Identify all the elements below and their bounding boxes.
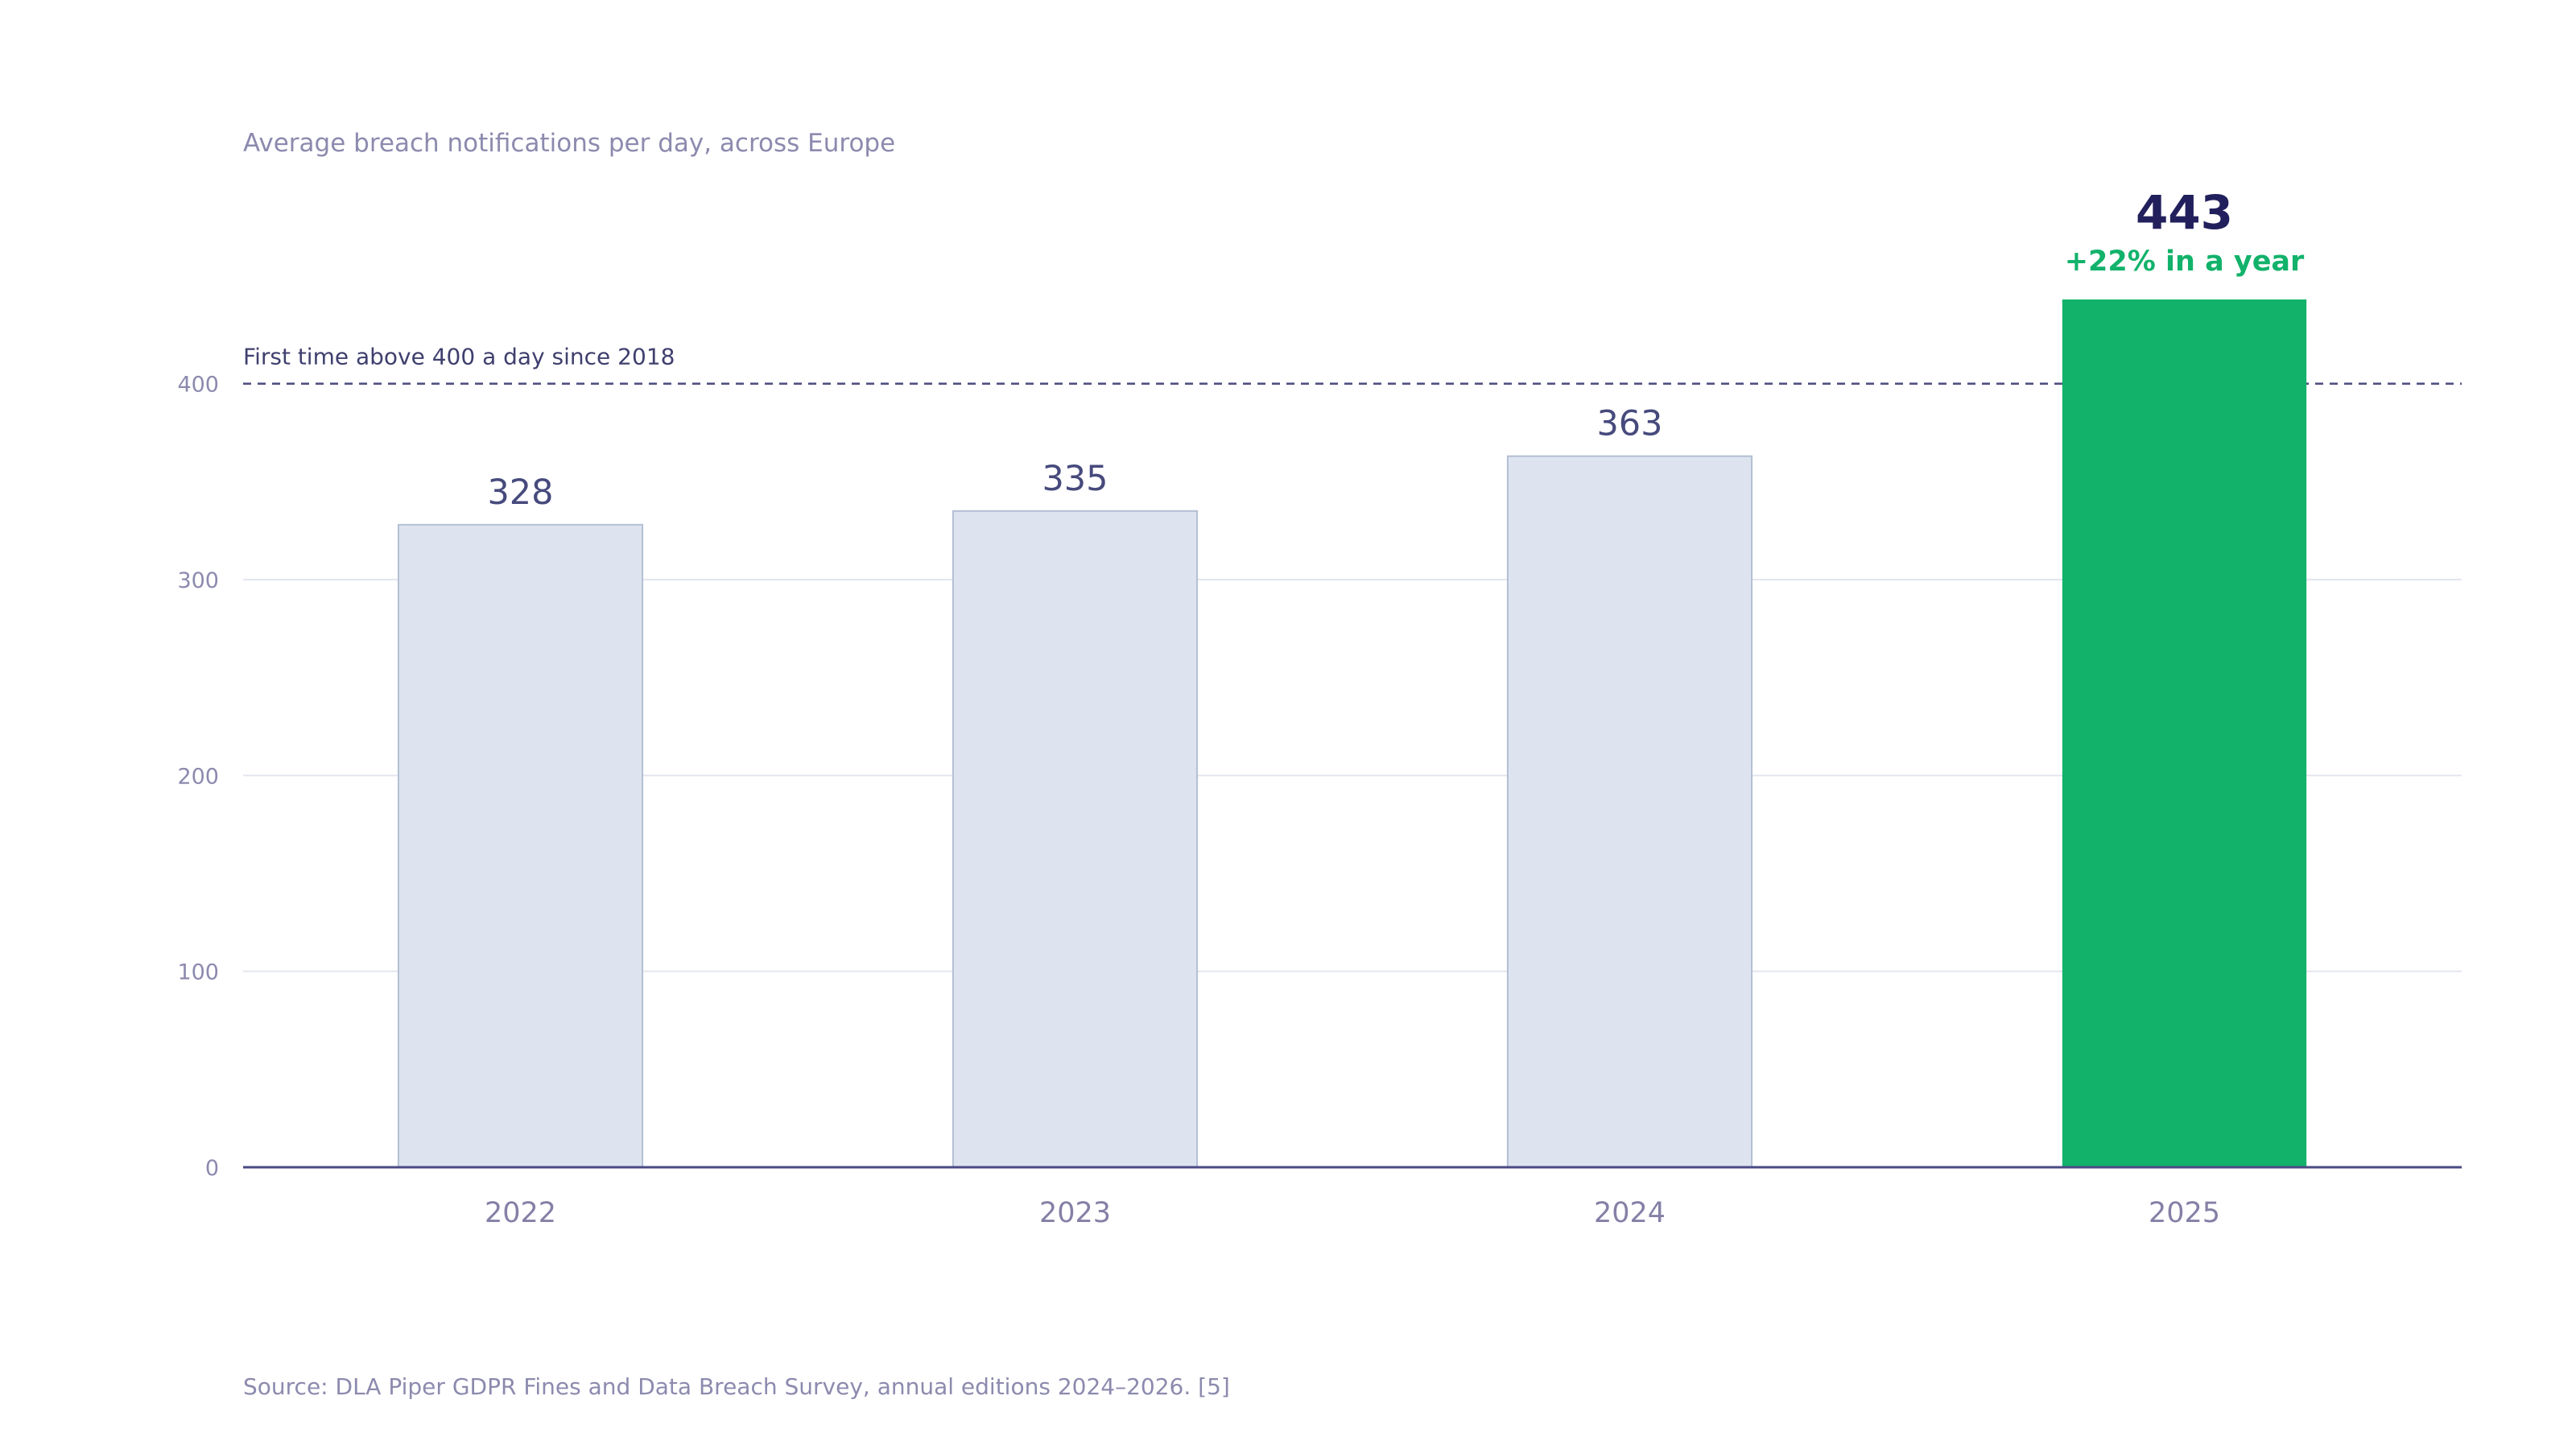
x-tick-label: 2023 bbox=[1039, 1197, 1111, 1229]
bar-value-label: 363 bbox=[1596, 404, 1662, 444]
y-tick-label: 400 bbox=[177, 373, 219, 398]
x-tick-label: 2025 bbox=[2149, 1197, 2220, 1229]
highlight-change-label: +22% in a year bbox=[2065, 246, 2305, 278]
labels: 0 100 200 300 400 328 2022 335 2023 363 2024 443 +22… bbox=[177, 185, 2305, 1229]
y-tick-label: 300 bbox=[177, 568, 219, 593]
bar bbox=[1506, 455, 1753, 1168]
source-note: Source: DLA Piper GDPR Fines and Data Br… bbox=[243, 1373, 1230, 1400]
chart-subtitle: Average breach notifications per day, ac… bbox=[243, 129, 896, 158]
y-tick-label: 200 bbox=[177, 764, 219, 789]
y-tick-label: 0 bbox=[205, 1156, 219, 1181]
reference-line-label: First time above 400 a day since 2018 bbox=[243, 344, 675, 370]
highlight-value-label: 443 bbox=[2136, 185, 2233, 240]
bars bbox=[397, 299, 2307, 1168]
bar-value-label: 335 bbox=[1042, 459, 1108, 499]
bar-value-label: 328 bbox=[487, 473, 553, 513]
bar bbox=[397, 523, 644, 1168]
x-tick-label: 2022 bbox=[485, 1197, 556, 1229]
bar-highlight bbox=[2062, 299, 2307, 1167]
bar bbox=[952, 510, 1199, 1168]
y-tick-label: 100 bbox=[177, 960, 219, 985]
x-tick-label: 2024 bbox=[1594, 1197, 1666, 1229]
